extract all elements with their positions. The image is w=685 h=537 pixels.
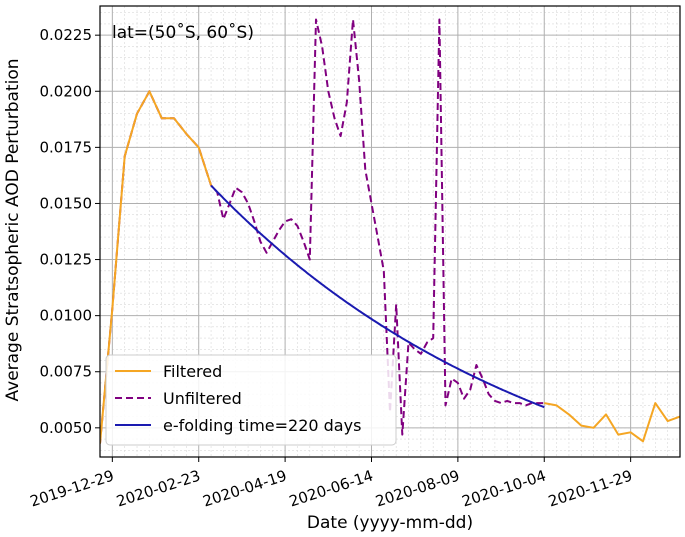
series-line-filtered-early — [100, 90, 213, 444]
annotation-label: lat=(50˚S, 60˚S) — [112, 22, 254, 43]
series-line-unfiltered — [100, 18, 545, 444]
y-tick-label: 0.0175 — [40, 138, 93, 156]
x-tick-label: 2020-10-04 — [460, 467, 548, 511]
legend-box — [105, 354, 397, 446]
legend-label-filtered: Filtered — [163, 362, 222, 381]
legend-label-efolding: e-folding time=220 days — [163, 416, 361, 435]
series-line-filtered-late — [544, 402, 680, 443]
y-tick-label: 0.0050 — [40, 419, 93, 437]
y-tick-labels: 0.0050 0.0075 0.0100 0.0125 0.0150 0.0175 0.02… — [40, 26, 93, 437]
x-tick-label: 2019-12-29 — [28, 467, 116, 511]
legend: Filtered Unfiltered e-folding time=220 d… — [105, 354, 397, 446]
x-tick-labels: 2019-12-292020-02-232020-04-192020-06-14… — [28, 467, 635, 511]
y-tick-label: 0.0100 — [40, 307, 93, 325]
x-tick-label: 2020-08-09 — [373, 467, 461, 511]
y-tick-label: 0.0150 — [40, 194, 93, 212]
y-axis-label: Average Stratsopheric AOD Perturbation — [3, 59, 23, 402]
x-axis-label: Date (yyyy-mm-dd) — [307, 513, 473, 533]
x-tick-label: 2020-02-23 — [114, 467, 202, 511]
x-tick-label: 2020-11-29 — [546, 467, 634, 511]
y-tick-label: 0.0075 — [40, 363, 93, 381]
x-tick-label: 2020-06-14 — [287, 467, 375, 511]
series-line-efolding-fit — [210, 184, 545, 409]
y-tick-label: 0.0125 — [40, 251, 93, 269]
plot-frame — [99, 5, 681, 458]
y-tick-label: 0.0225 — [40, 26, 93, 44]
legend-label-unfiltered: Unfiltered — [163, 389, 242, 408]
x-tick-label: 2020-04-19 — [201, 467, 289, 511]
y-tick-label: 0.0200 — [40, 82, 93, 100]
ticks — [95, 34, 632, 462]
series-layer — [100, 18, 680, 444]
